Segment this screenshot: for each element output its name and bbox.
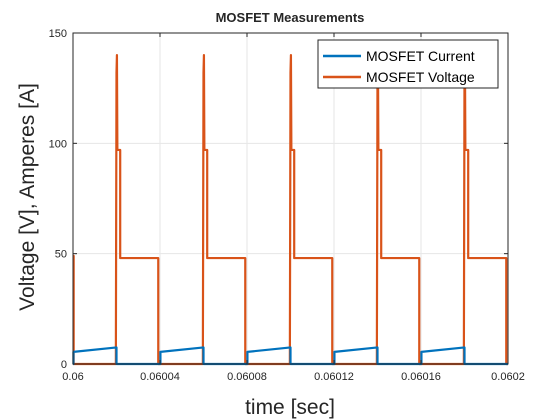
- legend-label-current: MOSFET Current: [366, 48, 475, 64]
- x-tick-label: 0.0602: [491, 371, 525, 383]
- series-line-voltage: [72, 53, 508, 366]
- legend-label-voltage: MOSFET Voltage: [366, 69, 475, 85]
- legend-box: [317, 39, 499, 89]
- x-tick-label: 0.06008: [227, 371, 267, 383]
- series-layer: [72, 53, 508, 366]
- legend: MOSFET Current MOSFET Voltage: [317, 39, 499, 89]
- y-axis-label: Voltage [V], Amperes [A]: [16, 83, 39, 311]
- y-tick-label: 50: [55, 249, 67, 261]
- y-tick-label: 150: [49, 28, 67, 40]
- plot-frame: [72, 32, 509, 365]
- ticks: [72, 32, 509, 365]
- x-axis-label: time [sec]: [245, 396, 335, 419]
- x-tick-label: 0.06016: [401, 371, 441, 383]
- x-tick-label: 0.06004: [140, 371, 180, 383]
- series-line-current: [72, 346, 508, 366]
- chart-title: MOSFET Measurements: [216, 10, 365, 25]
- y-tick-labels: 0 50 100 150: [49, 28, 67, 371]
- y-tick-label: 0: [61, 359, 67, 371]
- x-tick-label: 0.06012: [314, 371, 354, 383]
- x-tick-label: 0.06: [62, 371, 83, 383]
- x-tick-labels: 0.06 0.06004 0.06008 0.06012 0.06016 0.0602: [62, 371, 525, 383]
- y-tick-label: 100: [49, 138, 67, 150]
